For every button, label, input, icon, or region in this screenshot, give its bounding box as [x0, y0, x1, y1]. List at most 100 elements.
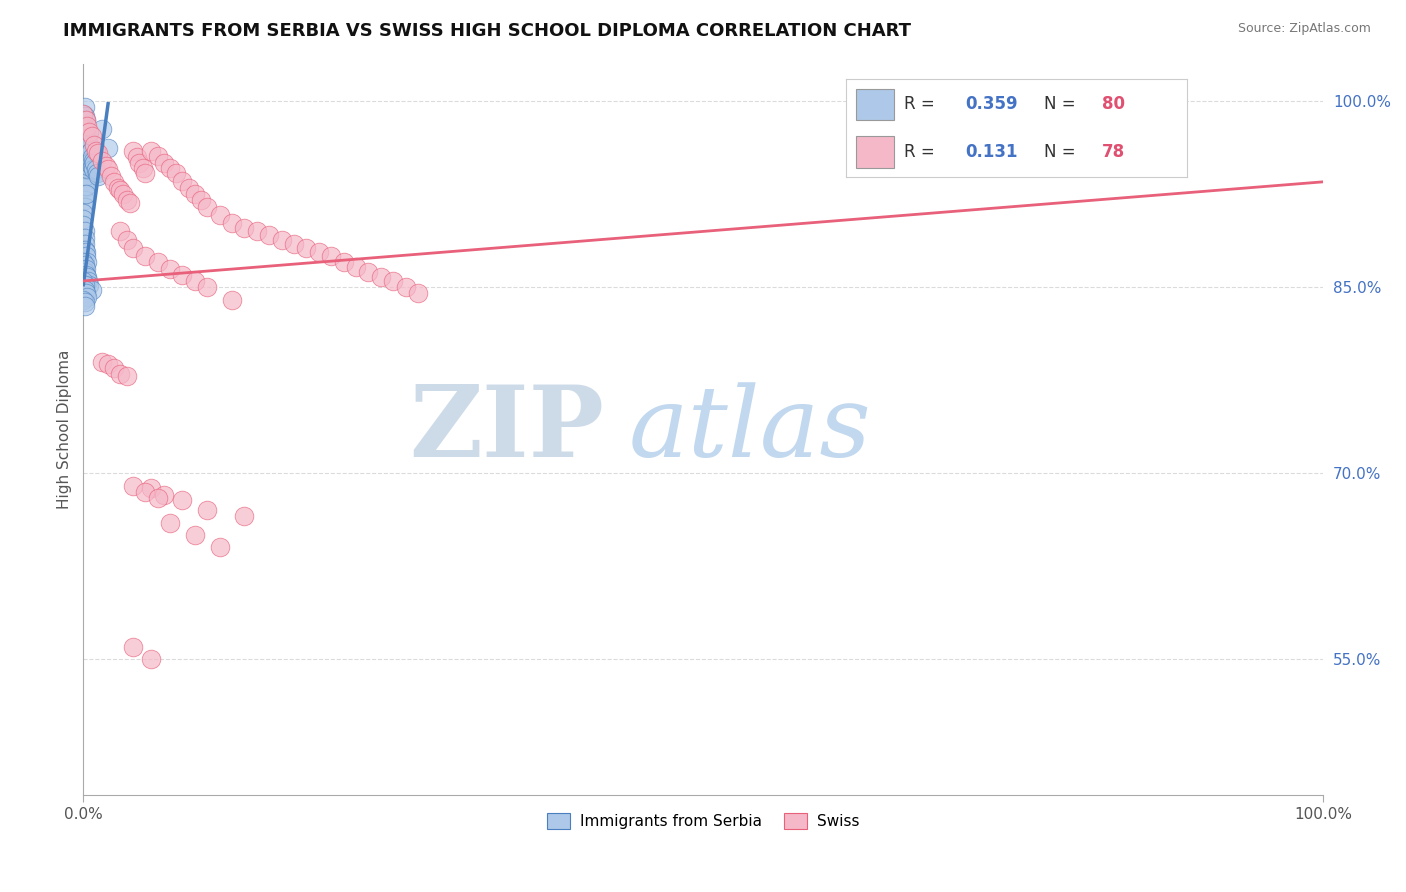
Point	[83, 156, 105, 170]
Point	[87, 146, 110, 161]
Point	[73, 243, 96, 257]
Point	[77, 131, 100, 145]
Point	[177, 181, 200, 195]
Point	[76, 255, 98, 269]
Text: ZIP: ZIP	[409, 381, 605, 478]
Point	[128, 156, 150, 170]
Point	[75, 121, 97, 136]
Point	[100, 169, 122, 183]
Point	[107, 181, 129, 195]
Point	[73, 128, 96, 143]
Point	[122, 640, 145, 654]
Point	[190, 194, 212, 208]
Point	[72, 274, 94, 288]
Point	[103, 360, 125, 375]
Point	[79, 156, 101, 170]
Point	[80, 283, 103, 297]
Point	[72, 106, 94, 120]
Point	[165, 166, 187, 180]
Point	[308, 245, 330, 260]
Point	[77, 159, 100, 173]
Point	[80, 159, 103, 173]
Point	[73, 230, 96, 244]
Point	[208, 208, 231, 222]
Point	[75, 131, 97, 145]
Point	[82, 162, 104, 177]
Point	[73, 137, 96, 152]
Point	[172, 268, 194, 282]
Point	[395, 280, 418, 294]
Text: IMMIGRANTS FROM SERBIA VS SWISS HIGH SCHOOL DIPLOMA CORRELATION CHART: IMMIGRANTS FROM SERBIA VS SWISS HIGH SCH…	[63, 22, 911, 40]
Point	[75, 169, 97, 183]
Point	[77, 140, 100, 154]
Point	[84, 162, 107, 177]
Point	[76, 134, 98, 148]
Point	[82, 153, 104, 168]
Point	[79, 146, 101, 161]
Point	[72, 218, 94, 232]
Point	[321, 249, 343, 263]
Point	[221, 293, 243, 307]
Point	[73, 134, 96, 148]
Point	[132, 161, 155, 176]
Point	[80, 128, 103, 143]
Point	[344, 260, 367, 275]
Point	[72, 112, 94, 127]
Point	[120, 195, 142, 210]
Point	[159, 161, 181, 176]
Point	[73, 156, 96, 170]
Point	[357, 265, 380, 279]
Point	[122, 144, 145, 158]
Point	[75, 249, 97, 263]
Point	[83, 137, 105, 152]
Point	[382, 274, 405, 288]
Point	[79, 125, 101, 139]
Point	[73, 162, 96, 177]
Y-axis label: High School Diploma: High School Diploma	[58, 350, 72, 509]
Point	[141, 144, 163, 158]
Point	[73, 169, 96, 183]
Point	[73, 283, 96, 297]
Point	[115, 194, 138, 208]
Text: atlas: atlas	[628, 382, 872, 477]
Point	[73, 277, 96, 292]
Point	[246, 224, 269, 238]
Point	[90, 121, 112, 136]
Point	[72, 293, 94, 307]
Point	[90, 153, 112, 168]
Point	[75, 286, 97, 301]
Point	[283, 236, 305, 251]
Point	[73, 181, 96, 195]
Point	[146, 491, 169, 505]
Point	[75, 159, 97, 173]
Point	[80, 144, 103, 158]
Point	[75, 187, 97, 202]
Point	[134, 166, 156, 180]
Point	[159, 516, 181, 530]
Point	[75, 261, 97, 276]
Point	[76, 153, 98, 168]
Point	[141, 652, 163, 666]
Point	[97, 162, 120, 177]
Point	[84, 144, 107, 158]
Point	[153, 488, 176, 502]
Point	[75, 150, 97, 164]
Point	[73, 175, 96, 189]
Point	[146, 149, 169, 163]
Point	[233, 509, 256, 524]
Point	[172, 173, 194, 187]
Point	[125, 150, 148, 164]
Point	[80, 150, 103, 164]
Point	[111, 187, 134, 202]
Point	[73, 299, 96, 313]
Point	[77, 149, 100, 163]
Point	[153, 156, 176, 170]
Point	[73, 187, 96, 202]
Point	[110, 224, 132, 238]
Point	[184, 187, 207, 202]
Point	[75, 112, 97, 127]
Point	[80, 153, 103, 168]
Point	[184, 274, 207, 288]
Legend: Immigrants from Serbia, Swiss: Immigrants from Serbia, Swiss	[541, 807, 865, 835]
Point	[72, 106, 94, 120]
